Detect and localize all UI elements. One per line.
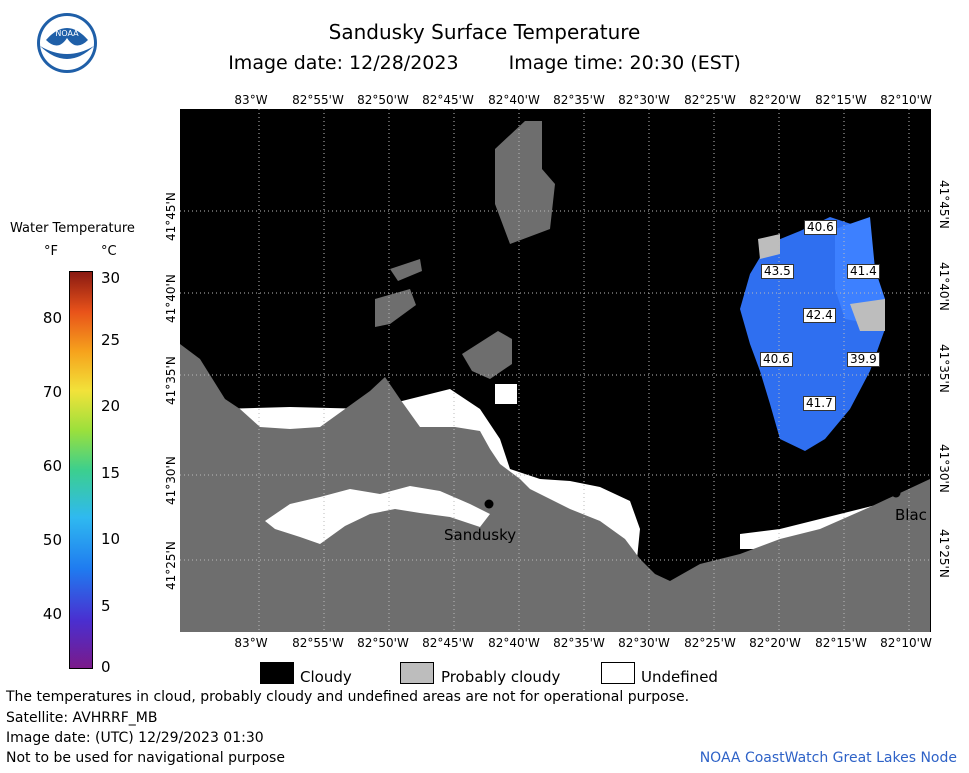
lon-label: 82°30'W bbox=[618, 636, 670, 650]
temp-label: 41.7 bbox=[803, 396, 836, 411]
lon-label: 82°10'W bbox=[880, 93, 932, 107]
lon-label: 82°25'W bbox=[684, 93, 736, 107]
footer-credit: NOAA CoastWatch Great Lakes Node bbox=[699, 750, 957, 766]
lon-label: 82°40'W bbox=[488, 93, 540, 107]
footer-note: The temperatures in cloud, probably clou… bbox=[6, 689, 690, 705]
lon-label: 83°W bbox=[234, 93, 268, 107]
image-subtitle: Image date: 12/28/2023 Image time: 20:30… bbox=[0, 52, 969, 74]
lat-label: 41°45'N bbox=[937, 180, 951, 229]
legend-c-tick: 20 bbox=[101, 397, 121, 415]
legend-c-tick: 15 bbox=[101, 464, 121, 482]
lat-label: 41°45'N bbox=[164, 192, 178, 241]
lat-label: 41°35'N bbox=[937, 344, 951, 393]
lon-label: 82°35'W bbox=[553, 93, 605, 107]
lon-label: 82°30'W bbox=[618, 93, 670, 107]
lon-label: 82°50'W bbox=[357, 93, 409, 107]
legend-c-tick: 30 bbox=[101, 269, 121, 287]
legend-f-tick: 70 bbox=[42, 383, 62, 401]
city-label-sandusky: Sandusky bbox=[444, 526, 517, 544]
lat-label: 41°40'N bbox=[164, 274, 178, 323]
lon-label: 82°20'W bbox=[749, 93, 801, 107]
key-swatch-probably-cloudy bbox=[400, 662, 434, 684]
temp-label: 41.4 bbox=[847, 264, 880, 279]
lat-label: 41°30'N bbox=[937, 444, 951, 493]
land-area bbox=[180, 344, 930, 632]
key-label-cloudy: Cloudy bbox=[300, 668, 352, 686]
legend-unit-c: °C bbox=[101, 244, 117, 259]
legend-f-tick: 40 bbox=[42, 605, 62, 623]
lat-label: 41°35'N bbox=[164, 356, 178, 405]
key-label-probably-cloudy: Probably cloudy bbox=[441, 668, 561, 686]
lon-label: 82°40'W bbox=[488, 636, 540, 650]
legend-c-tick: 0 bbox=[101, 658, 111, 676]
island-tiny bbox=[390, 259, 422, 281]
legend-c-tick: 5 bbox=[101, 597, 111, 615]
lat-label: 41°25'N bbox=[937, 529, 951, 578]
noaa-logo-icon: NOAA bbox=[37, 13, 97, 73]
lon-label: 82°15'W bbox=[815, 636, 867, 650]
footer-utc-date: Image date: (UTC) 12/29/2023 01:30 bbox=[6, 730, 264, 746]
image-time: Image time: 20:30 (EST) bbox=[508, 52, 741, 74]
lon-label: 82°55'W bbox=[292, 93, 344, 107]
legend-unit-f: °F bbox=[44, 244, 58, 259]
temp-label: 40.6 bbox=[760, 352, 793, 367]
lon-label: 82°45'W bbox=[422, 636, 474, 650]
footer-satellite: Satellite: AVHRRF_MB bbox=[6, 710, 158, 726]
lat-label: 41°25'N bbox=[164, 541, 178, 590]
sandusky-bay bbox=[265, 486, 490, 544]
lat-label: 41°30'N bbox=[164, 456, 178, 505]
island-bass bbox=[375, 289, 416, 327]
temp-label: 40.6 bbox=[804, 220, 837, 235]
kelleys-island bbox=[495, 121, 555, 244]
key-swatch-undefined bbox=[601, 662, 635, 684]
sandusky-marker bbox=[484, 499, 494, 509]
east-city-marker bbox=[891, 488, 901, 498]
legend-f-tick: 50 bbox=[42, 531, 62, 549]
lon-label: 82°45'W bbox=[422, 93, 474, 107]
island-small bbox=[462, 331, 512, 379]
temp-label: 39.9 bbox=[847, 352, 880, 367]
undefined-patch bbox=[495, 384, 517, 404]
legend-color-bar bbox=[69, 271, 93, 669]
lon-label: 82°20'W bbox=[749, 636, 801, 650]
key-label-undefined: Undefined bbox=[641, 668, 718, 686]
temp-label: 42.4 bbox=[803, 308, 836, 323]
legend-c-tick: 25 bbox=[101, 331, 121, 349]
lon-label: 82°55'W bbox=[292, 636, 344, 650]
temp-label: 43.5 bbox=[761, 264, 794, 279]
legend-title: Water Temperature bbox=[10, 221, 135, 236]
probably-cloudy-patch bbox=[850, 299, 885, 331]
legend-f-tick: 80 bbox=[42, 309, 62, 327]
lon-label: 82°10'W bbox=[880, 636, 932, 650]
lon-label: 82°35'W bbox=[553, 636, 605, 650]
probably-cloudy-patch-2 bbox=[758, 234, 780, 259]
map-key: Cloudy Probably cloudy Undefined bbox=[260, 662, 740, 688]
city-label-partial: Blac bbox=[895, 506, 927, 524]
lon-label: 82°15'W bbox=[815, 93, 867, 107]
footer-navigation: Not to be used for navigational purpose bbox=[6, 750, 285, 766]
map-panel bbox=[180, 109, 931, 632]
legend-c-tick: 10 bbox=[101, 530, 121, 548]
lat-label: 41°40'N bbox=[937, 262, 951, 311]
page-title: Sandusky Surface Temperature bbox=[328, 20, 641, 44]
logo-text: NOAA bbox=[55, 29, 79, 38]
key-swatch-cloudy bbox=[260, 662, 294, 684]
legend-f-tick: 60 bbox=[42, 457, 62, 475]
lon-label: 82°50'W bbox=[357, 636, 409, 650]
lon-label: 83°W bbox=[234, 636, 268, 650]
image-date: Image date: 12/28/2023 bbox=[228, 52, 459, 74]
lon-label: 82°25'W bbox=[684, 636, 736, 650]
